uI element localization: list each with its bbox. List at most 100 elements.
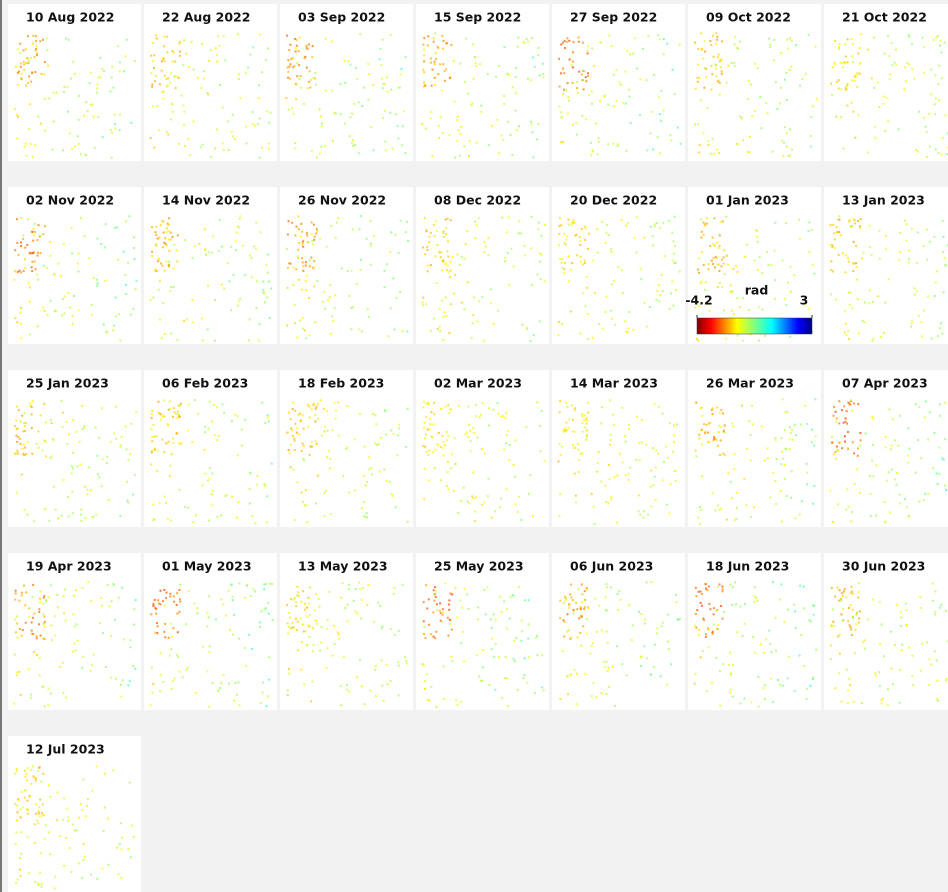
pixel	[104, 807, 106, 809]
pixel	[744, 256, 746, 258]
pixel	[899, 502, 901, 504]
pixel	[601, 480, 603, 482]
pixel	[724, 432, 726, 434]
pixel	[31, 266, 33, 268]
pixel	[18, 254, 20, 256]
pixel	[660, 90, 662, 92]
pixel	[842, 620, 844, 622]
pixel	[307, 87, 309, 89]
pixel	[568, 255, 570, 257]
pixel	[231, 583, 233, 585]
pixel	[37, 255, 39, 257]
pixel	[700, 282, 702, 284]
pixel	[341, 268, 343, 270]
pixel	[72, 824, 74, 826]
pixel	[670, 483, 672, 485]
pixel	[513, 658, 515, 660]
pixel	[502, 139, 504, 141]
pixel	[601, 221, 603, 223]
pixel	[814, 46, 816, 48]
pixel	[447, 265, 449, 267]
pixel	[370, 126, 372, 128]
pixel	[671, 232, 673, 234]
pixel	[78, 143, 80, 145]
pixel	[32, 35, 34, 37]
pixel	[731, 497, 733, 499]
pixel	[83, 859, 85, 861]
pixel	[54, 634, 56, 636]
pixel	[162, 302, 164, 304]
pixel	[580, 256, 582, 258]
pixel	[701, 231, 703, 233]
pixel	[852, 218, 854, 220]
pixel	[446, 269, 448, 271]
pixel	[854, 652, 856, 654]
pixel	[749, 434, 751, 436]
pixel	[733, 62, 735, 64]
pixel	[324, 431, 326, 433]
pixel	[697, 269, 699, 271]
pixel	[860, 218, 862, 220]
pixel	[830, 644, 832, 646]
pixel	[229, 280, 231, 282]
panel: 20 Dec 2022	[552, 187, 685, 344]
pixel	[50, 692, 52, 694]
pixel	[319, 649, 321, 651]
pixel	[791, 149, 793, 151]
pixel	[348, 584, 350, 586]
pixel	[208, 706, 210, 708]
pixel	[560, 141, 562, 143]
pixel	[244, 647, 246, 649]
pixel	[302, 414, 304, 416]
pixel	[85, 154, 87, 156]
pixel	[741, 117, 743, 119]
pixel	[574, 669, 576, 671]
pixel	[347, 270, 349, 272]
pixel	[316, 623, 318, 625]
pixel	[256, 280, 258, 282]
pixel	[356, 283, 358, 285]
pixel	[261, 71, 263, 73]
pixel	[887, 120, 889, 122]
pixel	[582, 431, 584, 433]
pixel	[57, 263, 59, 265]
pixel	[563, 621, 565, 623]
pixel	[706, 690, 708, 692]
pixel	[16, 616, 18, 618]
pixel	[398, 665, 400, 667]
pixel	[269, 583, 271, 585]
pixel	[536, 654, 538, 656]
pixel	[153, 436, 155, 438]
pixel	[438, 432, 440, 434]
pixel	[656, 627, 658, 629]
pixel	[607, 502, 609, 504]
pixel	[859, 73, 861, 75]
pixel	[19, 443, 21, 445]
pixel	[810, 146, 812, 148]
panel-title: 01 May 2023	[162, 559, 252, 574]
pixel	[926, 259, 928, 261]
pixel	[863, 252, 865, 254]
pixel	[30, 143, 32, 145]
pixel	[375, 665, 377, 667]
pixel	[324, 426, 326, 428]
pixel	[294, 410, 296, 412]
pixel	[346, 405, 348, 407]
pixel	[296, 336, 298, 338]
colorbar	[697, 318, 812, 334]
pixel	[432, 451, 434, 453]
pixel	[577, 92, 579, 94]
pixel	[298, 50, 300, 52]
pixel	[559, 443, 561, 445]
pixel	[104, 247, 106, 249]
pixel	[439, 602, 441, 604]
pixel	[488, 144, 490, 146]
pixel	[674, 216, 676, 218]
pixel	[757, 269, 759, 271]
pixel	[748, 420, 750, 422]
pixel	[41, 886, 43, 888]
pixel	[160, 419, 162, 421]
pixel	[110, 441, 112, 443]
pixel	[566, 631, 568, 633]
pixel	[938, 473, 940, 475]
